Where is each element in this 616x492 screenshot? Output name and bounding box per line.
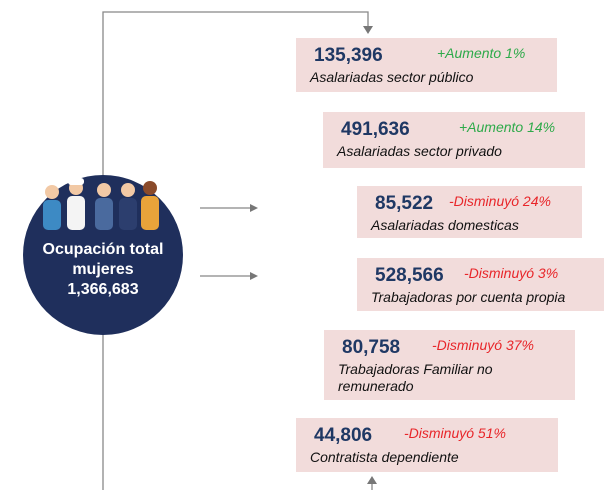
arrow — [250, 204, 258, 212]
arrow — [363, 26, 373, 34]
item-value: 528,566 — [375, 265, 444, 287]
center-total: 1,366,683 — [23, 280, 183, 300]
item-value: 85,522 — [375, 193, 433, 215]
item-value: 491,636 — [341, 119, 410, 141]
item-change: +Aumento 14% — [459, 119, 555, 135]
item-box: 135,396 +Aumento 1% Asalariadas sector púb… — [296, 38, 557, 92]
item-label: Asalariadas sector privado — [337, 143, 577, 160]
item-box: 491,636 +Aumento 14% Asalariadas sector pr… — [323, 112, 585, 168]
item-box: 85,522-Disminuyó 24%Asalariadas domestic… — [357, 186, 582, 238]
item-box: 528,566-Disminuyó 3%Trabajadoras por cue… — [357, 258, 604, 311]
arrow — [367, 476, 377, 484]
center-label: Ocupación total mujeres 1,366,683 — [23, 240, 183, 300]
item-change: -Disminuyó 51% — [404, 425, 506, 441]
item-label: Trabajadoras por cuenta propia — [371, 289, 611, 306]
page: Ocupación total mujeres 1,366,683 135,39… — [0, 0, 616, 492]
item-label: Asalariadas domesticas — [371, 217, 591, 234]
item-box: 80,758 -Disminuyó 37% Trabajadoras Familia… — [324, 330, 575, 400]
item-box: 44,806 -Disminuyó 51% Contratista dependie… — [296, 418, 558, 472]
item-value: 44,806 — [314, 425, 372, 447]
item-change: -Disminuyó 24% — [449, 193, 551, 209]
item-value: 80,758 — [342, 337, 400, 359]
item-change: -Disminuyó 3% — [464, 265, 558, 281]
item-label: Contratista dependiente — [310, 449, 550, 466]
item-change: -Disminuyó 37% — [432, 337, 534, 353]
arrow — [250, 272, 258, 280]
item-change: +Aumento 1% — [437, 45, 525, 61]
item-label: Asalariadas sector público — [310, 69, 550, 86]
item-value: 135,396 — [314, 45, 383, 67]
item-label: Trabajadoras Familiar no remunerado — [338, 361, 528, 395]
center-title: Ocupación total mujeres — [23, 240, 183, 280]
